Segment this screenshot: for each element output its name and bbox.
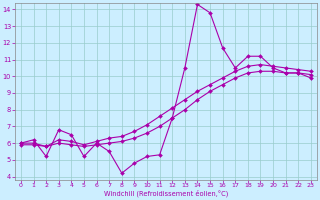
- X-axis label: Windchill (Refroidissement éolien,°C): Windchill (Refroidissement éolien,°C): [104, 190, 228, 197]
